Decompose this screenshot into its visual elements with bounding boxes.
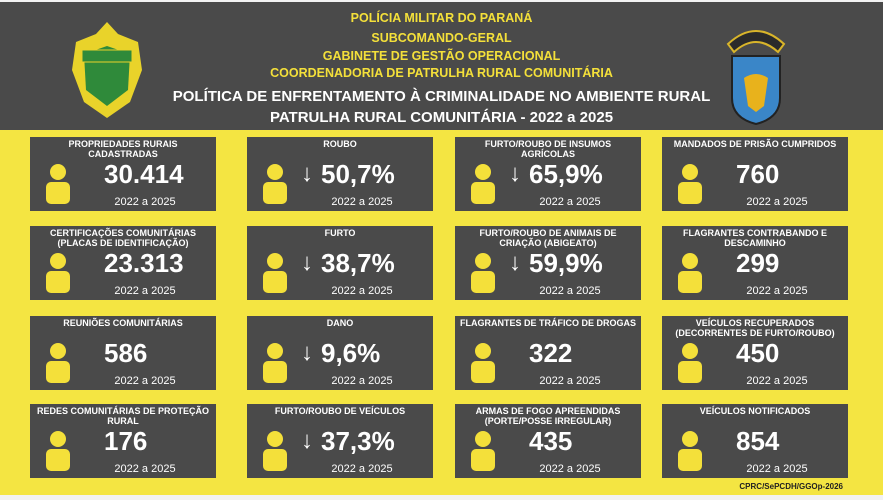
card-period: 2022 a 2025	[114, 463, 176, 475]
stat-card: CERTIFICAÇÕES COMUNITÁRIAS (PLACAS DE ID…	[30, 226, 216, 300]
subcomando-shield-logo	[726, 30, 786, 126]
card-value: 37,3%	[321, 426, 395, 456]
card-value: 176	[104, 426, 148, 456]
header: POLÍCIA MILITAR DO PARANÁ SUBCOMANDO-GER…	[0, 2, 883, 130]
down-arrow-icon: ↓	[301, 427, 313, 454]
card-value: 322	[529, 338, 573, 368]
card-title: FURTO/ROUBO DE VEÍCULOS	[274, 406, 406, 416]
down-arrow-icon: ↓	[301, 160, 313, 187]
card-title: FURTO	[324, 228, 356, 238]
card-title: DANO	[326, 318, 354, 328]
card-value: 65,9%	[529, 159, 603, 189]
card-period: 2022 a 2025	[331, 196, 393, 208]
card-title: CERTIFICAÇÕES COMUNITÁRIAS (PLACAS DE ID…	[50, 228, 196, 248]
card-value: 23.313	[104, 248, 184, 278]
tractor-icon	[263, 431, 287, 471]
card-title: REUNIÕES COMUNITÁRIAS	[63, 318, 183, 328]
sign-plate-icon	[46, 253, 70, 293]
seed-bag-icon	[471, 164, 495, 204]
stat-card: VEÍCULOS NOTIFICADOS 854 2022 a 2025	[662, 404, 848, 478]
card-period: 2022 a 2025	[539, 375, 601, 387]
down-arrow-icon: ↓	[301, 249, 313, 276]
card-title: REDES COMUNITÁRIAS DE PROTEÇÃO RURAL	[36, 406, 209, 426]
card-value: 450	[736, 338, 780, 368]
card-title: FLAGRANTES DE TRÁFICO DE DROGAS	[459, 318, 636, 328]
card-period: 2022 a 2025	[539, 463, 601, 475]
damage-icon	[263, 343, 287, 383]
card-title: MANDADOS DE PRISÃO CUMPRIDOS	[673, 139, 837, 149]
siren-icon	[263, 164, 287, 204]
cars-icon	[678, 343, 702, 383]
officer-suspect-icon	[678, 253, 702, 293]
card-title: ROUBO	[323, 139, 357, 149]
card-value: 435	[529, 426, 573, 456]
card-title: ARMAS DE FOGO APREENDIDAS (PORTE/POSSE I…	[475, 406, 621, 426]
handshake-officer-icon	[46, 164, 70, 204]
header-line-2: SUBCOMANDO-GERAL	[371, 31, 512, 45]
card-period: 2022 a 2025	[746, 196, 808, 208]
stat-card: ROUBO ↓ 50,7% 2022 a 2025	[247, 137, 433, 211]
stat-card: FURTO/ROUBO DE ANIMAIS DE CRIAÇÃO (ABIGE…	[455, 226, 641, 300]
stat-card: DANO ↓ 9,6% 2022 a 2025	[247, 316, 433, 390]
footer-credit: CPRC/SePCDH/GGOp-2026	[739, 482, 843, 491]
card-title: FURTO/ROUBO DE ANIMAIS DE CRIAÇÃO (ABIGE…	[479, 228, 617, 248]
stat-card: FURTO ↓ 38,7% 2022 a 2025	[247, 226, 433, 300]
card-value: 854	[736, 426, 780, 456]
pmpr-badge-logo	[72, 22, 142, 118]
card-value: 50,7%	[321, 159, 395, 189]
card-value: 299	[736, 248, 780, 278]
card-title: FLAGRANTES CONTRABANDO E DESCAMINHO	[683, 228, 827, 248]
traffic-stop-icon	[678, 431, 702, 471]
handcuffs-icon	[471, 343, 495, 383]
stat-card: REDES COMUNITÁRIAS DE PROTEÇÃO RURAL 176…	[30, 404, 216, 478]
stat-card: FURTO/ROUBO DE INSUMOS AGRÍCOLAS ↓ 65,9%…	[455, 137, 641, 211]
card-period: 2022 a 2025	[331, 463, 393, 475]
stat-card: MANDADOS DE PRISÃO CUMPRIDOS 760 2022 a …	[662, 137, 848, 211]
stat-card: VEÍCULOS RECUPERADOS (DECORRENTES DE FUR…	[662, 316, 848, 390]
network-icon	[46, 431, 70, 471]
card-period: 2022 a 2025	[114, 196, 176, 208]
card-title: FURTO/ROUBO DE INSUMOS AGRÍCOLAS	[484, 139, 612, 159]
stat-card: ARMAS DE FOGO APREENDIDAS (PORTE/POSSE I…	[455, 404, 641, 478]
stat-card: FLAGRANTES CONTRABANDO E DESCAMINHO 299 …	[662, 226, 848, 300]
header-line-4: COORDENADORIA DE PATRULHA RURAL COMUNITÁ…	[270, 66, 613, 80]
card-value: 59,9%	[529, 248, 603, 278]
card-period: 2022 a 2025	[331, 375, 393, 387]
card-title: VEÍCULOS NOTIFICADOS	[699, 406, 811, 416]
stat-card: FLAGRANTES DE TRÁFICO DE DROGAS 322 2022…	[455, 316, 641, 390]
header-line-1: POLÍCIA MILITAR DO PARANÁ	[350, 11, 533, 25]
page-title: POLÍTICA DE ENFRENTAMENTO À CRIMINALIDAD…	[172, 88, 711, 105]
card-title: VEÍCULOS RECUPERADOS (DECORRENTES DE FUR…	[675, 318, 835, 338]
card-period: 2022 a 2025	[746, 463, 808, 475]
card-period: 2022 a 2025	[331, 285, 393, 297]
cow-icon	[471, 253, 495, 293]
card-period: 2022 a 2025	[114, 375, 176, 387]
stat-card: PROPRIEDADES RURAIS CADASTRADAS 30.414 2…	[30, 137, 216, 211]
card-period: 2022 a 2025	[539, 196, 601, 208]
card-period: 2022 a 2025	[114, 285, 176, 297]
card-value: 38,7%	[321, 248, 395, 278]
down-arrow-icon: ↓	[509, 249, 521, 276]
stat-card: FURTO/ROUBO DE VEÍCULOS ↓ 37,3% 2022 a 2…	[247, 404, 433, 478]
card-period: 2022 a 2025	[746, 285, 808, 297]
community-icon	[46, 343, 70, 383]
down-arrow-icon: ↓	[301, 339, 313, 366]
header-line-3: GABINETE DE GESTÃO OPERACIONAL	[322, 49, 561, 63]
card-value: 9,6%	[321, 338, 381, 368]
card-value: 30.414	[104, 159, 184, 189]
card-period: 2022 a 2025	[539, 285, 601, 297]
page-subtitle: PATRULHA RURAL COMUNITÁRIA - 2022 a 2025	[269, 109, 614, 126]
card-title: PROPRIEDADES RURAIS CADASTRADAS	[68, 139, 178, 159]
card-value: 760	[736, 159, 780, 189]
card-period: 2022 a 2025	[746, 375, 808, 387]
stat-card: REUNIÕES COMUNITÁRIAS 586 2022 a 2025	[30, 316, 216, 390]
jail-icon	[678, 164, 702, 204]
card-value: 586	[104, 338, 148, 368]
revolver-icon	[471, 431, 495, 471]
thief-icon	[263, 253, 287, 293]
down-arrow-icon: ↓	[509, 160, 521, 187]
